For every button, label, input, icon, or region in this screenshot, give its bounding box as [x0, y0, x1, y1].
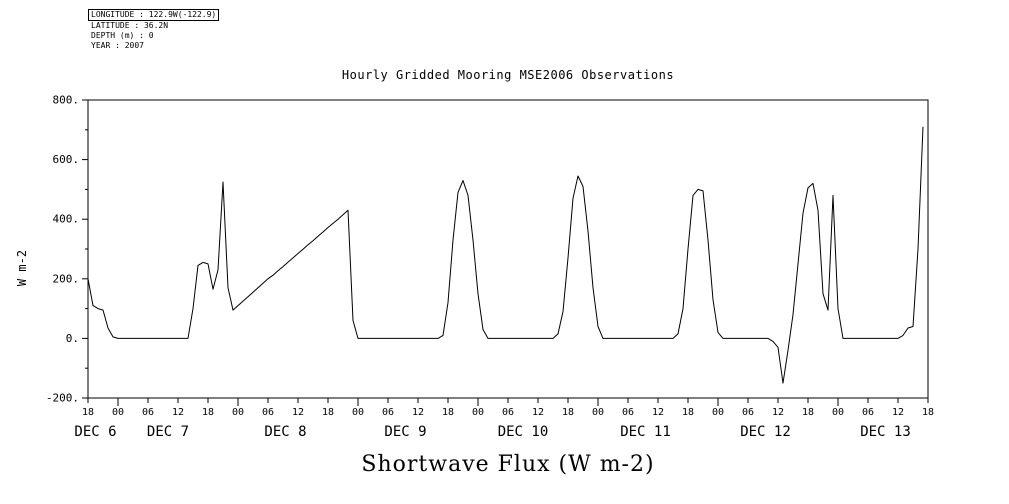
hour-tick-label: 06 — [742, 407, 754, 418]
y-tick-label: 200. — [53, 272, 80, 285]
hour-tick-label: 06 — [862, 407, 874, 418]
hour-tick-label: 00 — [232, 407, 244, 418]
y-tick-label: 0. — [66, 332, 79, 345]
hour-tick-label: 12 — [412, 407, 424, 418]
date-tick-label: DEC 12 — [740, 424, 791, 440]
date-tick-label: DEC 9 — [384, 424, 426, 440]
date-tick-label: DEC 7 — [147, 424, 189, 440]
hour-tick-label: 06 — [622, 407, 634, 418]
hour-tick-label: 06 — [142, 407, 154, 418]
y-tick-label: 600. — [53, 153, 80, 166]
hour-tick-label: 12 — [652, 407, 664, 418]
y-tick-label: 400. — [53, 213, 80, 226]
chart-title: Hourly Gridded Mooring MSE2006 Observati… — [341, 68, 675, 82]
date-tick-label: DEC 10 — [498, 424, 549, 440]
x-axis: 18 00 06 12 18 00 06 12 18 00 06 12 18 00 06 12 18 00 06 12… — [74, 398, 934, 440]
year-label: YEAR : 2007 — [91, 41, 144, 50]
hour-tick-label: 06 — [382, 407, 394, 418]
hour-tick-label: 18 — [922, 407, 934, 418]
hour-tick-label: 00 — [352, 407, 364, 418]
hour-tick-label: 00 — [472, 407, 484, 418]
hour-tick-label: 18 — [562, 407, 574, 418]
hour-tick-label: 18 — [442, 407, 454, 418]
hour-tick-label: 18 — [82, 407, 94, 418]
hour-tick-label: 18 — [202, 407, 214, 418]
date-tick-label: DEC 11 — [620, 424, 671, 440]
y-axis-label: W m-2 — [15, 249, 29, 287]
hour-tick-label: 12 — [892, 407, 904, 418]
latitude-label: LATITUDE : 36.2N — [91, 21, 169, 30]
hour-tick-label: 12 — [532, 407, 544, 418]
hour-tick-label: 12 — [772, 407, 784, 418]
y-tick-label: 800. — [53, 94, 80, 107]
date-tick-label: DEC 13 — [860, 424, 911, 440]
y-axis: -200. 0. 200. 400. 600. 800. — [46, 94, 88, 405]
hour-tick-label: 00 — [712, 407, 724, 418]
longitude-label: LONGITUDE : 122.9W(-122.9) — [88, 9, 220, 21]
hour-tick-label: 12 — [292, 407, 304, 418]
hour-tick-label: 18 — [322, 407, 334, 418]
hour-tick-label: 00 — [832, 407, 844, 418]
y-tick-label: -200. — [46, 392, 79, 405]
hour-tick-label: 18 — [682, 407, 694, 418]
metadata-box: LONGITUDE : 122.9W(-122.9) LATITUDE : 36… — [88, 9, 220, 51]
date-tick-label: DEC 6 — [74, 424, 116, 440]
hour-tick-label: 06 — [502, 407, 514, 418]
depth-label: DEPTH (m) : 0 — [91, 31, 154, 40]
x-axis-title: Shortwave Flux (W m-2) — [361, 452, 655, 477]
date-tick-label: DEC 8 — [264, 424, 306, 440]
hour-tick-label: 12 — [172, 407, 184, 418]
plot-frame — [87, 99, 929, 399]
hour-tick-label: 00 — [112, 407, 124, 418]
hour-tick-label: 00 — [592, 407, 604, 418]
hour-tick-label: 18 — [802, 407, 814, 418]
flux-line — [87, 126, 924, 384]
hour-tick-label: 06 — [262, 407, 274, 418]
